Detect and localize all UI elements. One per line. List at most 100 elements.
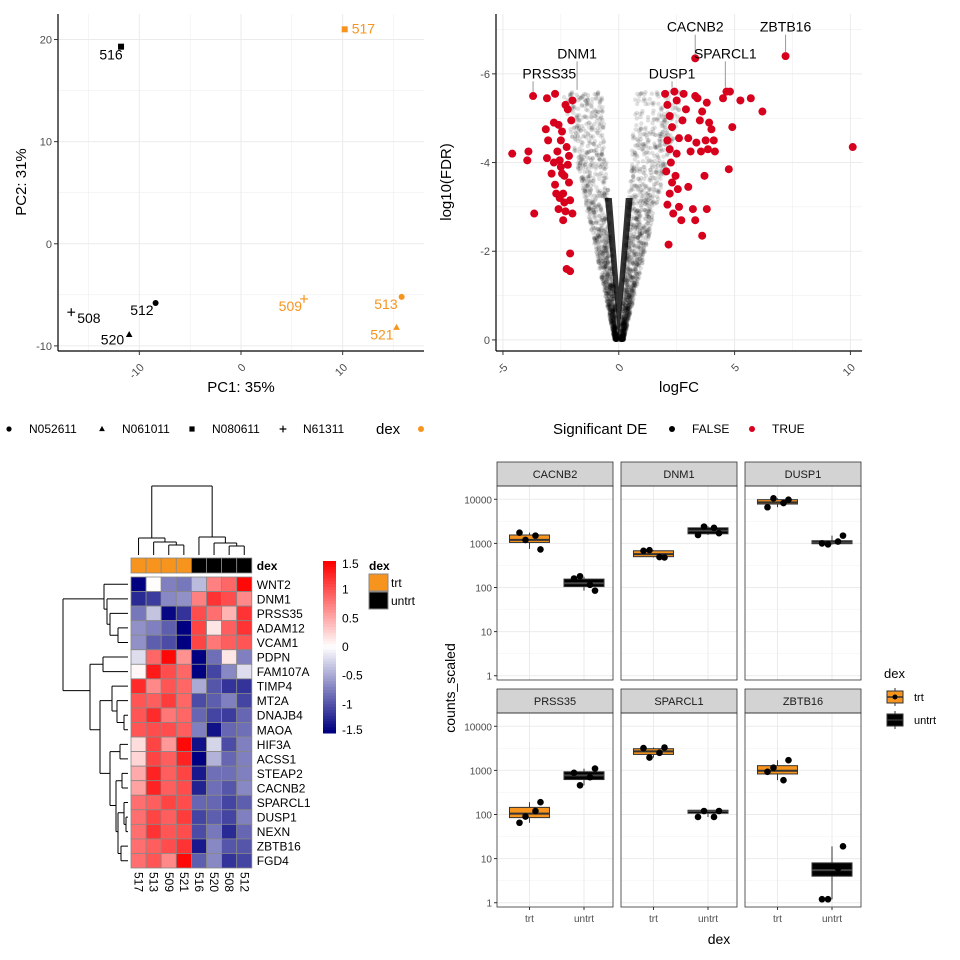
heatmap-cell bbox=[175, 693, 192, 709]
nonsignificant-point bbox=[602, 266, 607, 271]
nonsignificant-point bbox=[610, 308, 615, 313]
nonsignificant-point bbox=[618, 334, 623, 340]
nonsignificant-point bbox=[650, 211, 656, 216]
heatmap-cell bbox=[206, 838, 223, 854]
heatmap-cell bbox=[236, 736, 253, 752]
nonsignificant-point bbox=[634, 258, 639, 263]
nonsignificant-point bbox=[631, 262, 637, 268]
nonsignificant-point bbox=[588, 219, 594, 225]
box-data-point bbox=[591, 587, 599, 594]
nonsignificant-point bbox=[573, 131, 579, 136]
nonsignificant-point bbox=[673, 106, 678, 111]
nonsignificant-point bbox=[585, 183, 590, 188]
nonsignificant-point bbox=[655, 118, 661, 123]
nonsignificant-point bbox=[587, 212, 593, 217]
nonsignificant-point bbox=[621, 327, 627, 333]
nonsignificant-point bbox=[618, 333, 623, 339]
nonsignificant-point bbox=[640, 257, 646, 263]
nonsignificant-point bbox=[613, 337, 618, 342]
nonsignificant-point bbox=[613, 337, 618, 342]
nonsignificant-point bbox=[648, 170, 653, 176]
nonsignificant-point bbox=[586, 166, 591, 171]
nonsignificant-point bbox=[604, 232, 610, 237]
box-data-point bbox=[640, 547, 647, 555]
nonsignificant-point bbox=[585, 108, 590, 113]
nonsignificant-point bbox=[623, 313, 629, 318]
colorbar-segment bbox=[323, 664, 336, 668]
nonsignificant-point bbox=[641, 144, 647, 149]
nonsignificant-point bbox=[611, 326, 617, 331]
nonsignificant-point bbox=[579, 153, 584, 159]
heatmap-row-label: VCAM1 bbox=[257, 636, 299, 650]
nonsignificant-point bbox=[642, 131, 647, 137]
significant-point bbox=[692, 138, 701, 147]
nonsignificant-point bbox=[587, 141, 592, 146]
nonsignificant-point bbox=[601, 181, 606, 186]
nonsignificant-point bbox=[634, 235, 640, 240]
nonsignificant-point bbox=[605, 299, 610, 304]
nonsignificant-point bbox=[638, 114, 643, 120]
nonsignificant-point bbox=[637, 212, 642, 217]
nonsignificant-point bbox=[661, 154, 666, 159]
nonsignificant-point bbox=[653, 132, 659, 138]
nonsignificant-point bbox=[613, 331, 618, 336]
heatmap-cell bbox=[160, 605, 177, 622]
nonsignificant-point bbox=[608, 282, 613, 288]
nonsignificant-point bbox=[632, 274, 638, 279]
nonsignificant-point bbox=[582, 97, 587, 102]
nonsignificant-point bbox=[621, 317, 627, 322]
significant-point bbox=[668, 123, 677, 132]
nonsignificant-point bbox=[610, 308, 615, 313]
nonsignificant-point bbox=[648, 198, 653, 204]
nonsignificant-point bbox=[599, 151, 605, 157]
legend-false-dot-icon bbox=[669, 426, 675, 432]
nonsignificant-point bbox=[639, 255, 645, 260]
nonsignificant-point bbox=[626, 309, 631, 314]
nonsignificant-point bbox=[646, 214, 652, 220]
nonsignificant-point bbox=[620, 323, 626, 329]
nonsignificant-point bbox=[613, 331, 618, 337]
nonsignificant-point bbox=[597, 234, 602, 240]
nonsignificant-point bbox=[636, 251, 641, 256]
nonsignificant-point bbox=[612, 335, 617, 340]
significant-point bbox=[679, 89, 688, 98]
significant-point bbox=[551, 180, 560, 189]
nonsignificant-point bbox=[618, 337, 624, 342]
nonsignificant-point bbox=[584, 101, 589, 106]
nonsignificant-point bbox=[588, 186, 593, 192]
nonsignificant-point bbox=[597, 213, 603, 219]
nonsignificant-point bbox=[620, 316, 626, 321]
nonsignificant-point bbox=[610, 308, 615, 313]
nonsignificant-point bbox=[613, 337, 619, 342]
nonsignificant-point bbox=[645, 220, 651, 226]
nonsignificant-point bbox=[611, 307, 616, 313]
nonsignificant-point bbox=[655, 180, 661, 186]
nonsignificant-point bbox=[632, 278, 638, 283]
nonsignificant-point bbox=[632, 207, 638, 212]
heatmap-cell bbox=[160, 678, 177, 694]
nonsignificant-point bbox=[600, 105, 605, 110]
nonsignificant-point bbox=[576, 129, 581, 135]
nonsignificant-point bbox=[620, 315, 626, 320]
nonsignificant-point bbox=[575, 138, 581, 144]
significant-point bbox=[661, 89, 670, 98]
box-data-point bbox=[570, 575, 578, 582]
nonsignificant-point bbox=[643, 98, 648, 103]
box-data-point bbox=[770, 495, 777, 502]
nonsignificant-point bbox=[621, 336, 626, 341]
nonsignificant-point bbox=[613, 337, 618, 342]
nonsignificant-point bbox=[634, 275, 639, 281]
nonsignificant-point bbox=[608, 312, 613, 318]
nonsignificant-point bbox=[603, 162, 608, 167]
nonsignificant-point bbox=[628, 255, 634, 260]
nonsignificant-point bbox=[608, 267, 613, 272]
nonsignificant-point bbox=[646, 233, 651, 238]
heatmap-cell bbox=[130, 809, 147, 825]
nonsignificant-point bbox=[572, 134, 578, 139]
nonsignificant-point bbox=[605, 260, 610, 265]
nonsignificant-point bbox=[611, 331, 616, 337]
nonsignificant-point bbox=[612, 333, 617, 339]
nonsignificant-point bbox=[638, 245, 643, 251]
nonsignificant-point bbox=[645, 190, 651, 196]
